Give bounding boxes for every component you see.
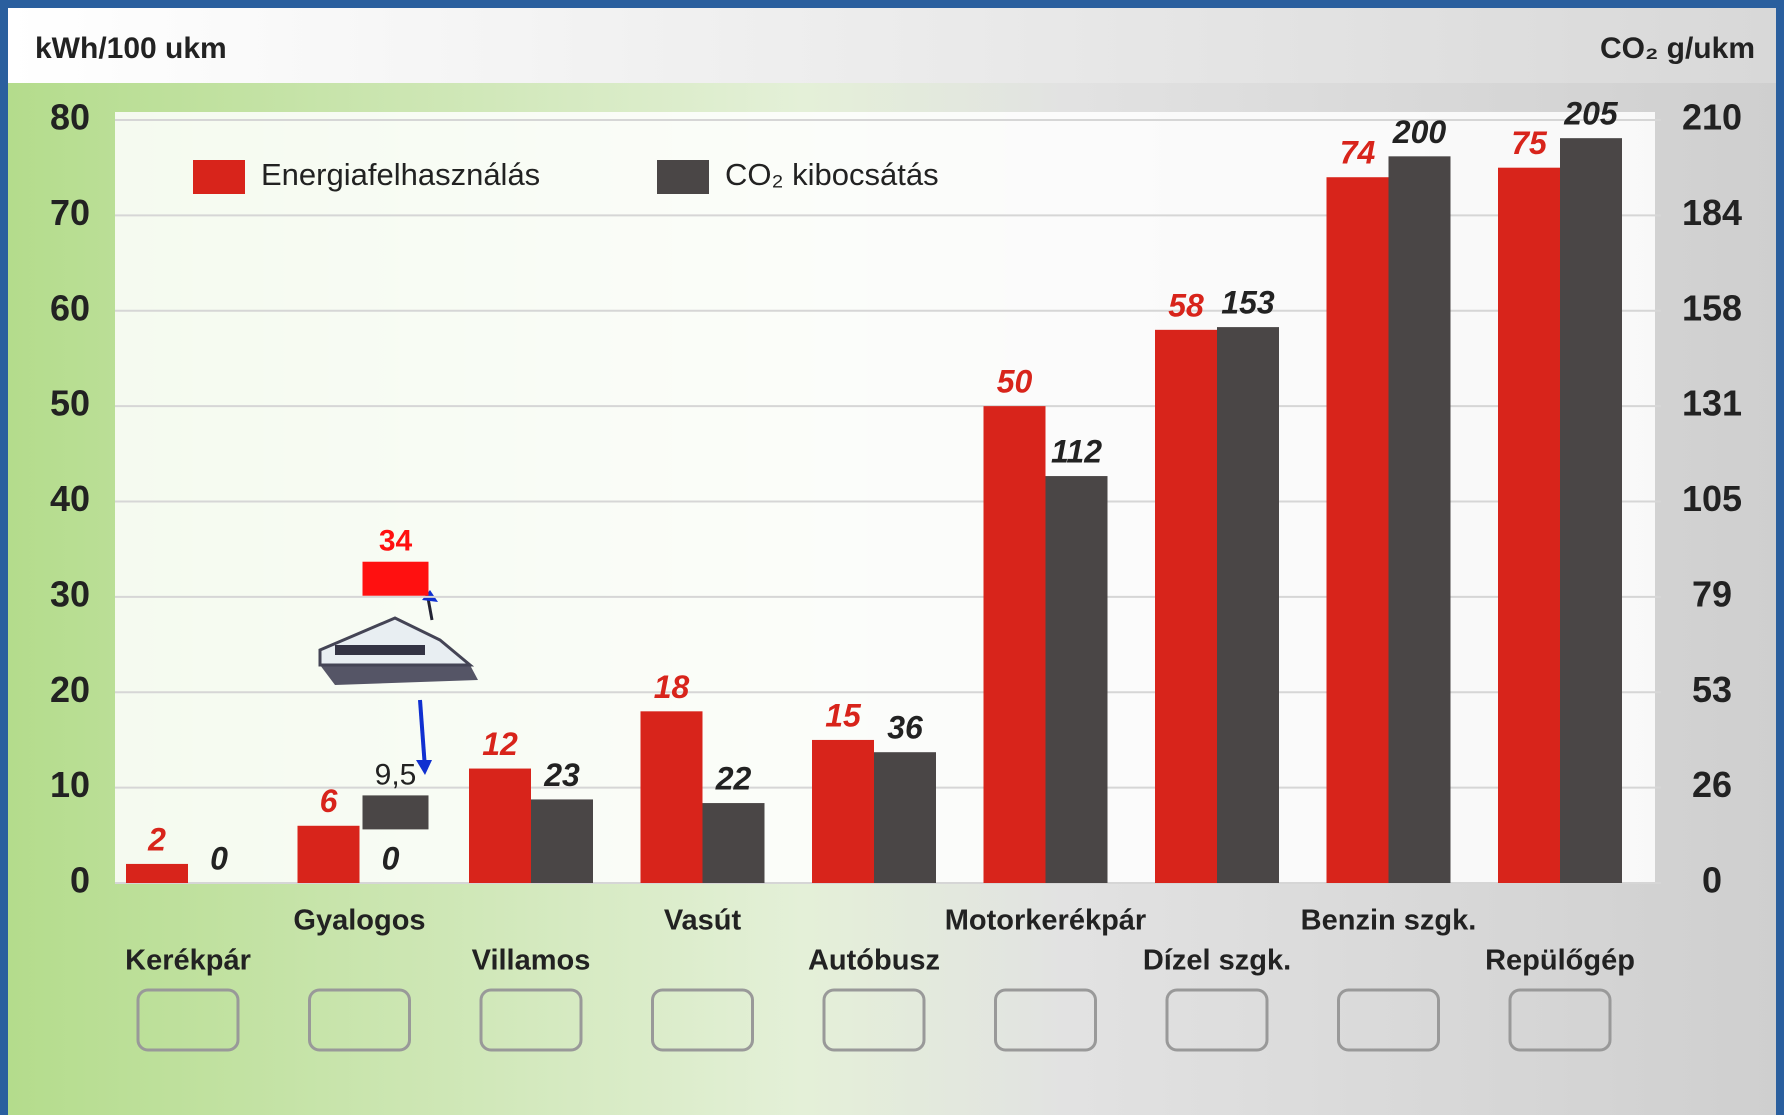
value-label: 23 — [543, 757, 580, 793]
x-tick-label: Benzin szgk. — [1301, 905, 1477, 937]
y-tick-label: 30 — [50, 573, 90, 614]
boat-value-label: 34 — [379, 525, 413, 558]
y-tick-label: 10 — [50, 764, 90, 805]
bar — [298, 826, 360, 883]
x-tick-label: Vasút — [664, 905, 742, 937]
bar — [1046, 476, 1108, 883]
y2-axis-title: CO₂ g/ukm — [1600, 32, 1755, 65]
value-label: 12 — [482, 726, 518, 762]
y2-tick-label: 105 — [1682, 478, 1742, 519]
value-label: 153 — [1221, 285, 1275, 321]
y2-tick-label: 26 — [1692, 764, 1732, 805]
value-label: 75 — [1511, 125, 1548, 161]
legend-label: Energiafelhasználás — [261, 157, 540, 192]
legend-swatch — [193, 160, 245, 194]
boat-bar — [363, 795, 429, 829]
value-label: 0 — [210, 840, 228, 876]
y-tick-label: 40 — [50, 478, 90, 519]
y-axis-title: kWh/100 ukm — [35, 32, 227, 65]
bar — [812, 740, 874, 883]
y2-tick-label: 131 — [1682, 383, 1742, 424]
bar — [126, 864, 188, 883]
x-tick-label: Villamos — [472, 945, 591, 977]
y2-tick-label: 210 — [1682, 97, 1742, 138]
y2-tick-label: 53 — [1692, 669, 1732, 710]
bar — [1155, 330, 1217, 883]
value-label: 50 — [997, 364, 1033, 400]
header-band — [8, 8, 1776, 83]
chart: kWh/100 ukm CO₂ g/ukm 010203040506070800… — [0, 0, 1784, 1115]
bar — [984, 406, 1046, 883]
y2-tick-label: 79 — [1692, 573, 1732, 614]
value-label: 112 — [1051, 434, 1102, 470]
legend-swatch — [657, 160, 709, 194]
x-tick-label: Repülőgép — [1485, 945, 1635, 977]
value-label: 6 — [320, 783, 338, 819]
value-label: 36 — [887, 710, 923, 746]
legend-label: CO₂ kibocsátás — [725, 157, 939, 192]
y2-tick-label: 0 — [1702, 860, 1722, 901]
x-tick-label: Motorkerékpár — [945, 905, 1146, 937]
value-label: 15 — [825, 697, 862, 733]
y2-tick-label: 158 — [1682, 287, 1742, 328]
value-label: 2 — [147, 821, 166, 857]
bar — [1389, 156, 1451, 883]
boat-value-label: 9,5 — [375, 758, 417, 791]
y-tick-label: 80 — [50, 97, 90, 138]
x-tick-label: Autóbusz — [808, 945, 940, 977]
y2-tick-label: 184 — [1682, 192, 1742, 233]
bar — [1217, 327, 1279, 883]
value-label: 74 — [1340, 135, 1376, 171]
bar — [531, 799, 593, 883]
bar — [1560, 138, 1622, 883]
bar — [703, 803, 765, 883]
bar — [1498, 168, 1560, 883]
value-label: 18 — [654, 669, 690, 705]
y-tick-label: 20 — [50, 669, 90, 710]
bar — [874, 752, 936, 883]
x-tick-label: Kerékpár — [125, 945, 251, 977]
value-label: 205 — [1563, 96, 1619, 132]
y-tick-label: 60 — [50, 287, 90, 328]
y-tick-label: 50 — [50, 383, 90, 424]
value-label: 200 — [1392, 114, 1447, 150]
value-label: 0 — [382, 840, 400, 876]
y-tick-label: 0 — [70, 860, 90, 901]
value-label: 58 — [1168, 287, 1204, 323]
value-label: 22 — [715, 761, 752, 797]
x-tick-label: Gyalogos — [293, 905, 425, 937]
bar — [641, 711, 703, 883]
bar — [469, 769, 531, 883]
boat-bar — [363, 562, 429, 596]
y-tick-label: 70 — [50, 192, 90, 233]
bar — [1327, 177, 1389, 883]
x-tick-label: Dízel szgk. — [1143, 945, 1291, 977]
